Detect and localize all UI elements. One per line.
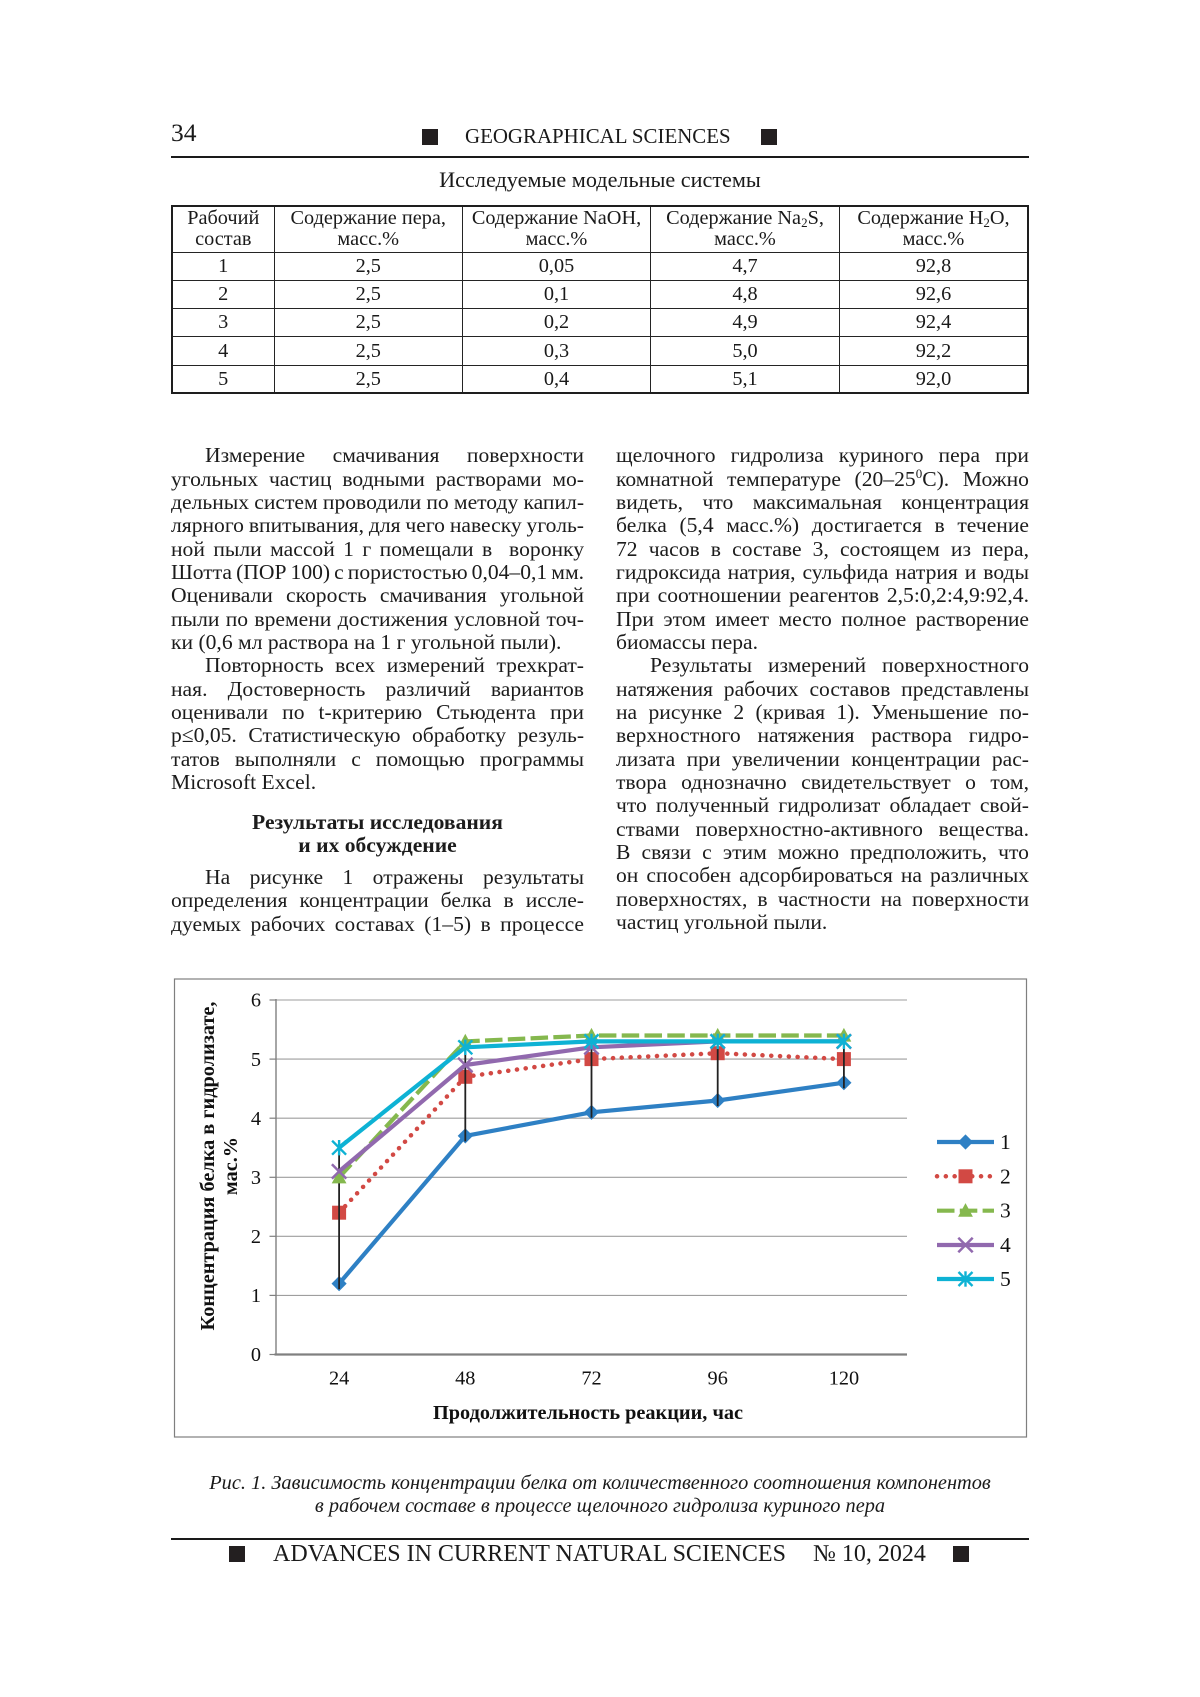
svg-text:Концентрация белка в гидролиза: Концентрация белка в гидролизате, — [197, 1002, 219, 1331]
svg-text:мас.%: мас.% — [220, 1137, 242, 1195]
svg-text:6: 6 — [251, 990, 261, 1012]
svg-text:2: 2 — [251, 1226, 261, 1248]
svg-text:5: 5 — [1000, 1267, 1011, 1291]
svg-text:5: 5 — [251, 1049, 261, 1071]
svg-text:3: 3 — [1000, 1199, 1011, 1223]
svg-text:Продолжительность реакции, час: Продолжительность реакции, час — [433, 1402, 743, 1424]
svg-text:1: 1 — [251, 1285, 261, 1307]
svg-text:4: 4 — [1000, 1233, 1011, 1257]
svg-text:72: 72 — [581, 1368, 601, 1390]
svg-text:3: 3 — [251, 1167, 261, 1189]
svg-text:2: 2 — [1000, 1164, 1011, 1188]
svg-text:24: 24 — [329, 1368, 349, 1390]
svg-text:120: 120 — [829, 1368, 859, 1390]
svg-text:4: 4 — [251, 1108, 261, 1130]
svg-text:1: 1 — [1000, 1130, 1011, 1154]
svg-text:0: 0 — [251, 1344, 261, 1366]
svg-text:96: 96 — [708, 1368, 728, 1390]
svg-text:48: 48 — [455, 1368, 475, 1390]
